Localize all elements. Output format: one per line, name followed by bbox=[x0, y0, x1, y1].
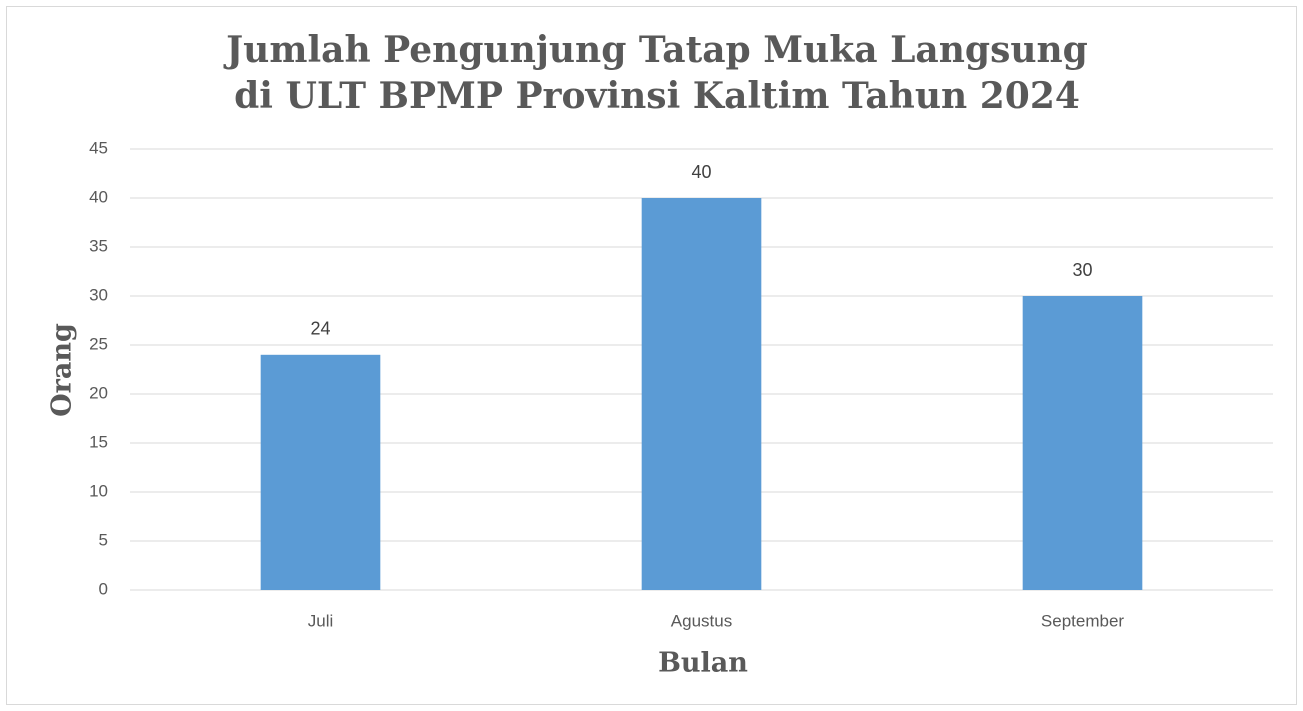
y-tick-label: 45 bbox=[89, 138, 108, 157]
x-tick-label: September bbox=[1041, 611, 1124, 630]
y-tick-label: 40 bbox=[89, 187, 108, 206]
y-tick-label: 30 bbox=[89, 285, 108, 304]
x-tick-label: Agustus bbox=[671, 611, 732, 630]
y-tick-label: 5 bbox=[99, 530, 108, 549]
bar bbox=[1022, 296, 1143, 590]
chart-title: Jumlah Pengunjung Tatap Muka Langsung bbox=[223, 29, 1088, 71]
data-label: 40 bbox=[691, 162, 711, 182]
y-tick-label: 25 bbox=[89, 334, 108, 353]
y-tick-label: 15 bbox=[89, 432, 108, 451]
y-axis-title: Orang bbox=[47, 323, 78, 417]
x-tick-label: Juli bbox=[308, 611, 334, 630]
y-tick-label: 35 bbox=[89, 236, 108, 255]
bar bbox=[260, 354, 381, 590]
data-label: 30 bbox=[1072, 260, 1092, 280]
x-axis-title: Bulan bbox=[658, 648, 748, 679]
y-tick-label: 0 bbox=[99, 579, 108, 598]
chart-title: di ULT BPMP Provinsi Kaltim Tahun 2024 bbox=[234, 75, 1080, 117]
y-tick-label: 10 bbox=[89, 481, 108, 500]
data-label: 24 bbox=[310, 319, 330, 339]
y-tick-label: 20 bbox=[89, 383, 108, 402]
bar bbox=[641, 198, 762, 590]
